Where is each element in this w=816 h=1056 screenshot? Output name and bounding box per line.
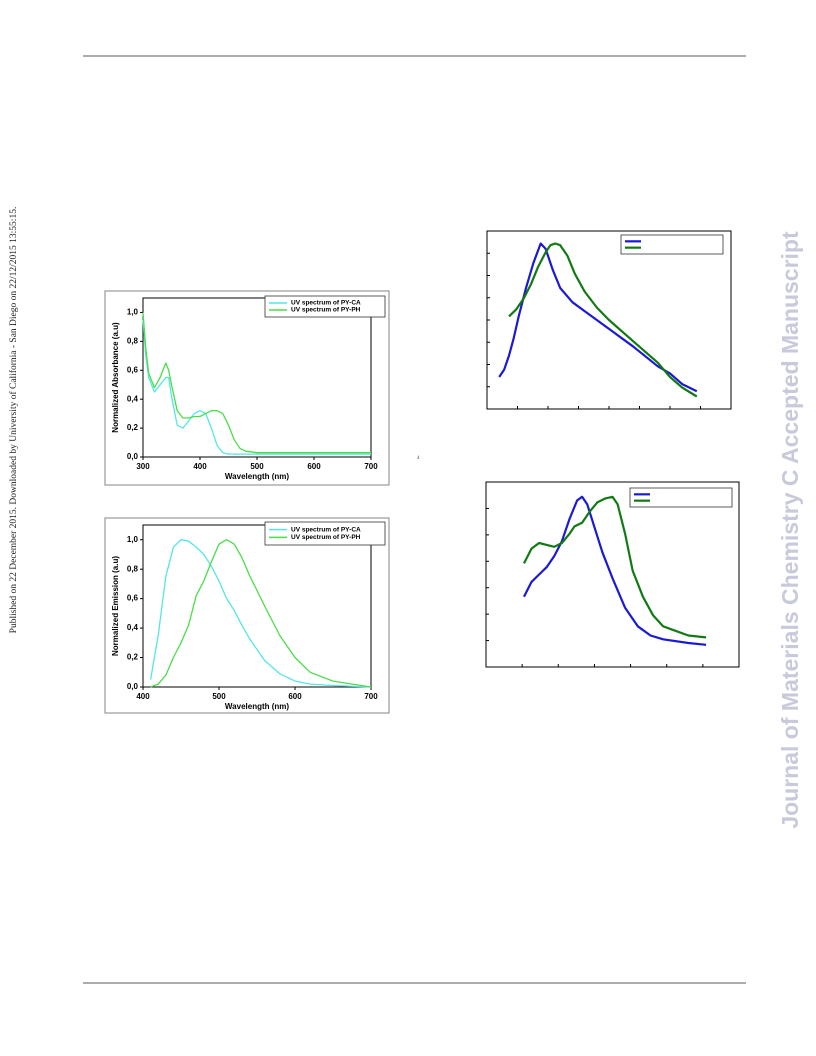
plot-frame: [142, 524, 372, 688]
y-tick-label: 0,0: [127, 452, 139, 461]
series-line: [523, 495, 707, 646]
y-tick-label: 1,0: [127, 308, 139, 317]
x-tick-label: 700: [364, 462, 378, 471]
y-tick-label: 0,4: [127, 394, 139, 403]
y-axis-label: Normalized Emission (a.u): [111, 556, 120, 656]
y-tick-label: 0,2: [127, 653, 139, 662]
legend-box: [264, 521, 386, 546]
y-tick-label: 0,4: [127, 623, 139, 632]
x-tick-label: 400: [193, 462, 207, 471]
series-line: [150, 539, 372, 688]
x-axis-label: Wavelength (nm): [225, 702, 289, 711]
plot-frame: [485, 481, 740, 668]
series-line: [142, 312, 371, 454]
x-tick-label: 300: [136, 462, 150, 471]
series-line: [498, 242, 698, 393]
y-tick-label: 1,0: [127, 535, 139, 544]
figure-frame: [104, 290, 390, 486]
figure-frame: [104, 517, 390, 714]
x-tick-label: 500: [212, 692, 226, 701]
legend-label: UV spectrum of PY-PH: [291, 534, 361, 541]
legend-box: [629, 487, 733, 508]
y-tick-label: 0,8: [127, 336, 139, 345]
series-line: [508, 242, 698, 398]
x-tick-label: 500: [250, 462, 264, 471]
x-tick-label: 600: [288, 692, 302, 701]
x-tick-label: 700: [364, 692, 378, 701]
y-axis-label: Normalized Absorbance (a.u): [111, 322, 120, 433]
watermark: Journal of Materials Chemistry C Accepte…: [777, 231, 803, 829]
x-tick-label: 600: [307, 462, 321, 471]
legend-box: [620, 234, 724, 255]
y-tick-label: 0,8: [127, 564, 139, 573]
y-tick-label: 0,6: [127, 594, 139, 603]
series-line: [149, 539, 372, 688]
plot-frame: [142, 297, 372, 458]
series-line: [142, 319, 371, 455]
legend-label: UV spectrum of PY-CA: [291, 300, 361, 307]
series-line: [523, 495, 707, 639]
x-axis-label: Wavelength (nm): [225, 472, 289, 481]
y-tick-label: 0,0: [127, 682, 139, 691]
legend-box: [264, 295, 386, 318]
side-note: Published on 22 December 2015. Downloade…: [8, 207, 19, 634]
page-marker: 4: [417, 456, 420, 461]
legend-label: UV spectrum of PY-CA: [291, 526, 361, 533]
y-tick-label: 0,2: [127, 423, 139, 432]
y-tick-label: 0,6: [127, 365, 139, 374]
legend-label: UV spectrum of PY-PH: [291, 307, 361, 314]
x-tick-label: 400: [136, 692, 150, 701]
